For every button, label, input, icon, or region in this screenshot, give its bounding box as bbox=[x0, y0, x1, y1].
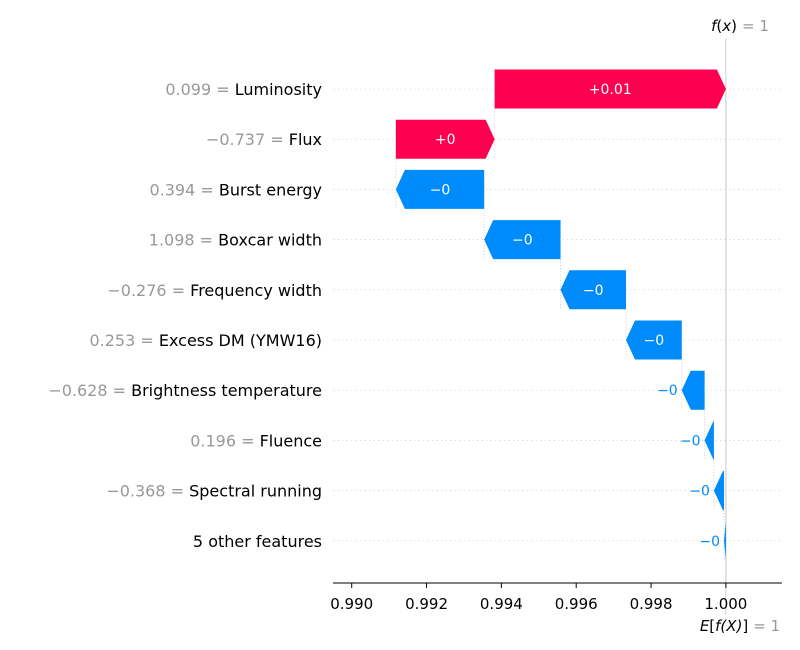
waterfall-bar bbox=[681, 370, 705, 410]
feature-value: 0.196 = bbox=[190, 431, 259, 450]
waterfall-bar bbox=[395, 119, 495, 159]
bar-value-label: −0 bbox=[699, 534, 720, 550]
waterfall-bar bbox=[484, 220, 561, 260]
bar-value-label: −0 bbox=[583, 283, 604, 299]
feature-value: 0.099 = bbox=[165, 80, 234, 99]
bar-value-label: −0 bbox=[657, 383, 678, 399]
x-tick-label: 1.000 bbox=[704, 595, 747, 613]
waterfall-bar bbox=[704, 420, 714, 460]
x-tick-label: 0.992 bbox=[405, 595, 448, 613]
feature-label: −0.628 = Brightness temperature bbox=[48, 381, 322, 400]
feature-name: Frequency width bbox=[190, 281, 322, 300]
bar-value-label: +0.01 bbox=[589, 82, 632, 98]
waterfall-bar bbox=[494, 69, 726, 109]
feature-name: Boxcar width bbox=[218, 231, 322, 250]
feature-name: Burst energy bbox=[219, 180, 322, 199]
feature-label: 5 other features bbox=[193, 532, 322, 551]
bar-value-label: −0 bbox=[430, 182, 451, 198]
feature-value: −0.368 = bbox=[106, 482, 189, 501]
feature-name: Brightness temperature bbox=[131, 381, 322, 400]
feature-name: Flux bbox=[289, 130, 322, 149]
x-tick-label: 0.998 bbox=[630, 595, 673, 613]
feature-name: Luminosity bbox=[235, 80, 322, 99]
waterfall-bar bbox=[713, 471, 725, 511]
feature-label: 0.099 = Luminosity bbox=[165, 80, 322, 99]
waterfall-bar bbox=[724, 521, 726, 561]
efx-label: E[f(X)] = 1 bbox=[700, 617, 780, 635]
feature-label: 0.253 = Excess DM (YMW16) bbox=[89, 331, 322, 350]
feature-label: 0.196 = Fluence bbox=[190, 431, 322, 450]
feature-labels-layer: 0.099 = Luminosity −0.737 = Flux 0.394 = B… bbox=[48, 80, 322, 551]
feature-name: Fluence bbox=[260, 431, 322, 450]
x-axis: 0.990 0.992 0.994 0.996 0.998 1.000 bbox=[330, 582, 782, 613]
bar-value-label: −0 bbox=[644, 333, 665, 349]
feature-value: −0.628 = bbox=[48, 381, 131, 400]
bar-value-label: +0 bbox=[435, 132, 456, 148]
feature-label: 1.098 = Boxcar width bbox=[149, 231, 322, 250]
bar-value-label: −0 bbox=[512, 233, 533, 249]
waterfall-bar bbox=[395, 169, 485, 209]
bar-value-label: −0 bbox=[689, 484, 710, 500]
waterfall-bar bbox=[625, 320, 682, 360]
waterfall-bar bbox=[560, 270, 626, 310]
feature-name: Spectral running bbox=[189, 482, 322, 501]
bar-value-label: −0 bbox=[680, 433, 701, 449]
feature-label: −0.276 = Frequency width bbox=[107, 281, 322, 300]
fx-label: f(x) = 1 bbox=[711, 17, 769, 35]
feature-value: 1.098 = bbox=[149, 231, 218, 250]
feature-label: 0.394 = Burst energy bbox=[149, 180, 322, 199]
feature-value: 0.253 = bbox=[89, 331, 158, 350]
x-tick-label: 0.994 bbox=[480, 595, 523, 613]
feature-name: 5 other features bbox=[193, 532, 322, 551]
bars-layer: +0.01 +0 −0 −0 −0 −0 −0 −0 −0 −0 bbox=[395, 69, 726, 561]
x-tick-label: 0.990 bbox=[330, 595, 373, 613]
feature-name: Excess DM (YMW16) bbox=[159, 331, 322, 350]
feature-value: 0.394 = bbox=[149, 180, 218, 199]
feature-label: −0.368 = Spectral running bbox=[106, 482, 322, 501]
x-tick-label: 0.996 bbox=[555, 595, 598, 613]
feature-value: −0.737 = bbox=[206, 130, 289, 149]
feature-label: −0.737 = Flux bbox=[206, 130, 322, 149]
feature-value: −0.276 = bbox=[107, 281, 190, 300]
